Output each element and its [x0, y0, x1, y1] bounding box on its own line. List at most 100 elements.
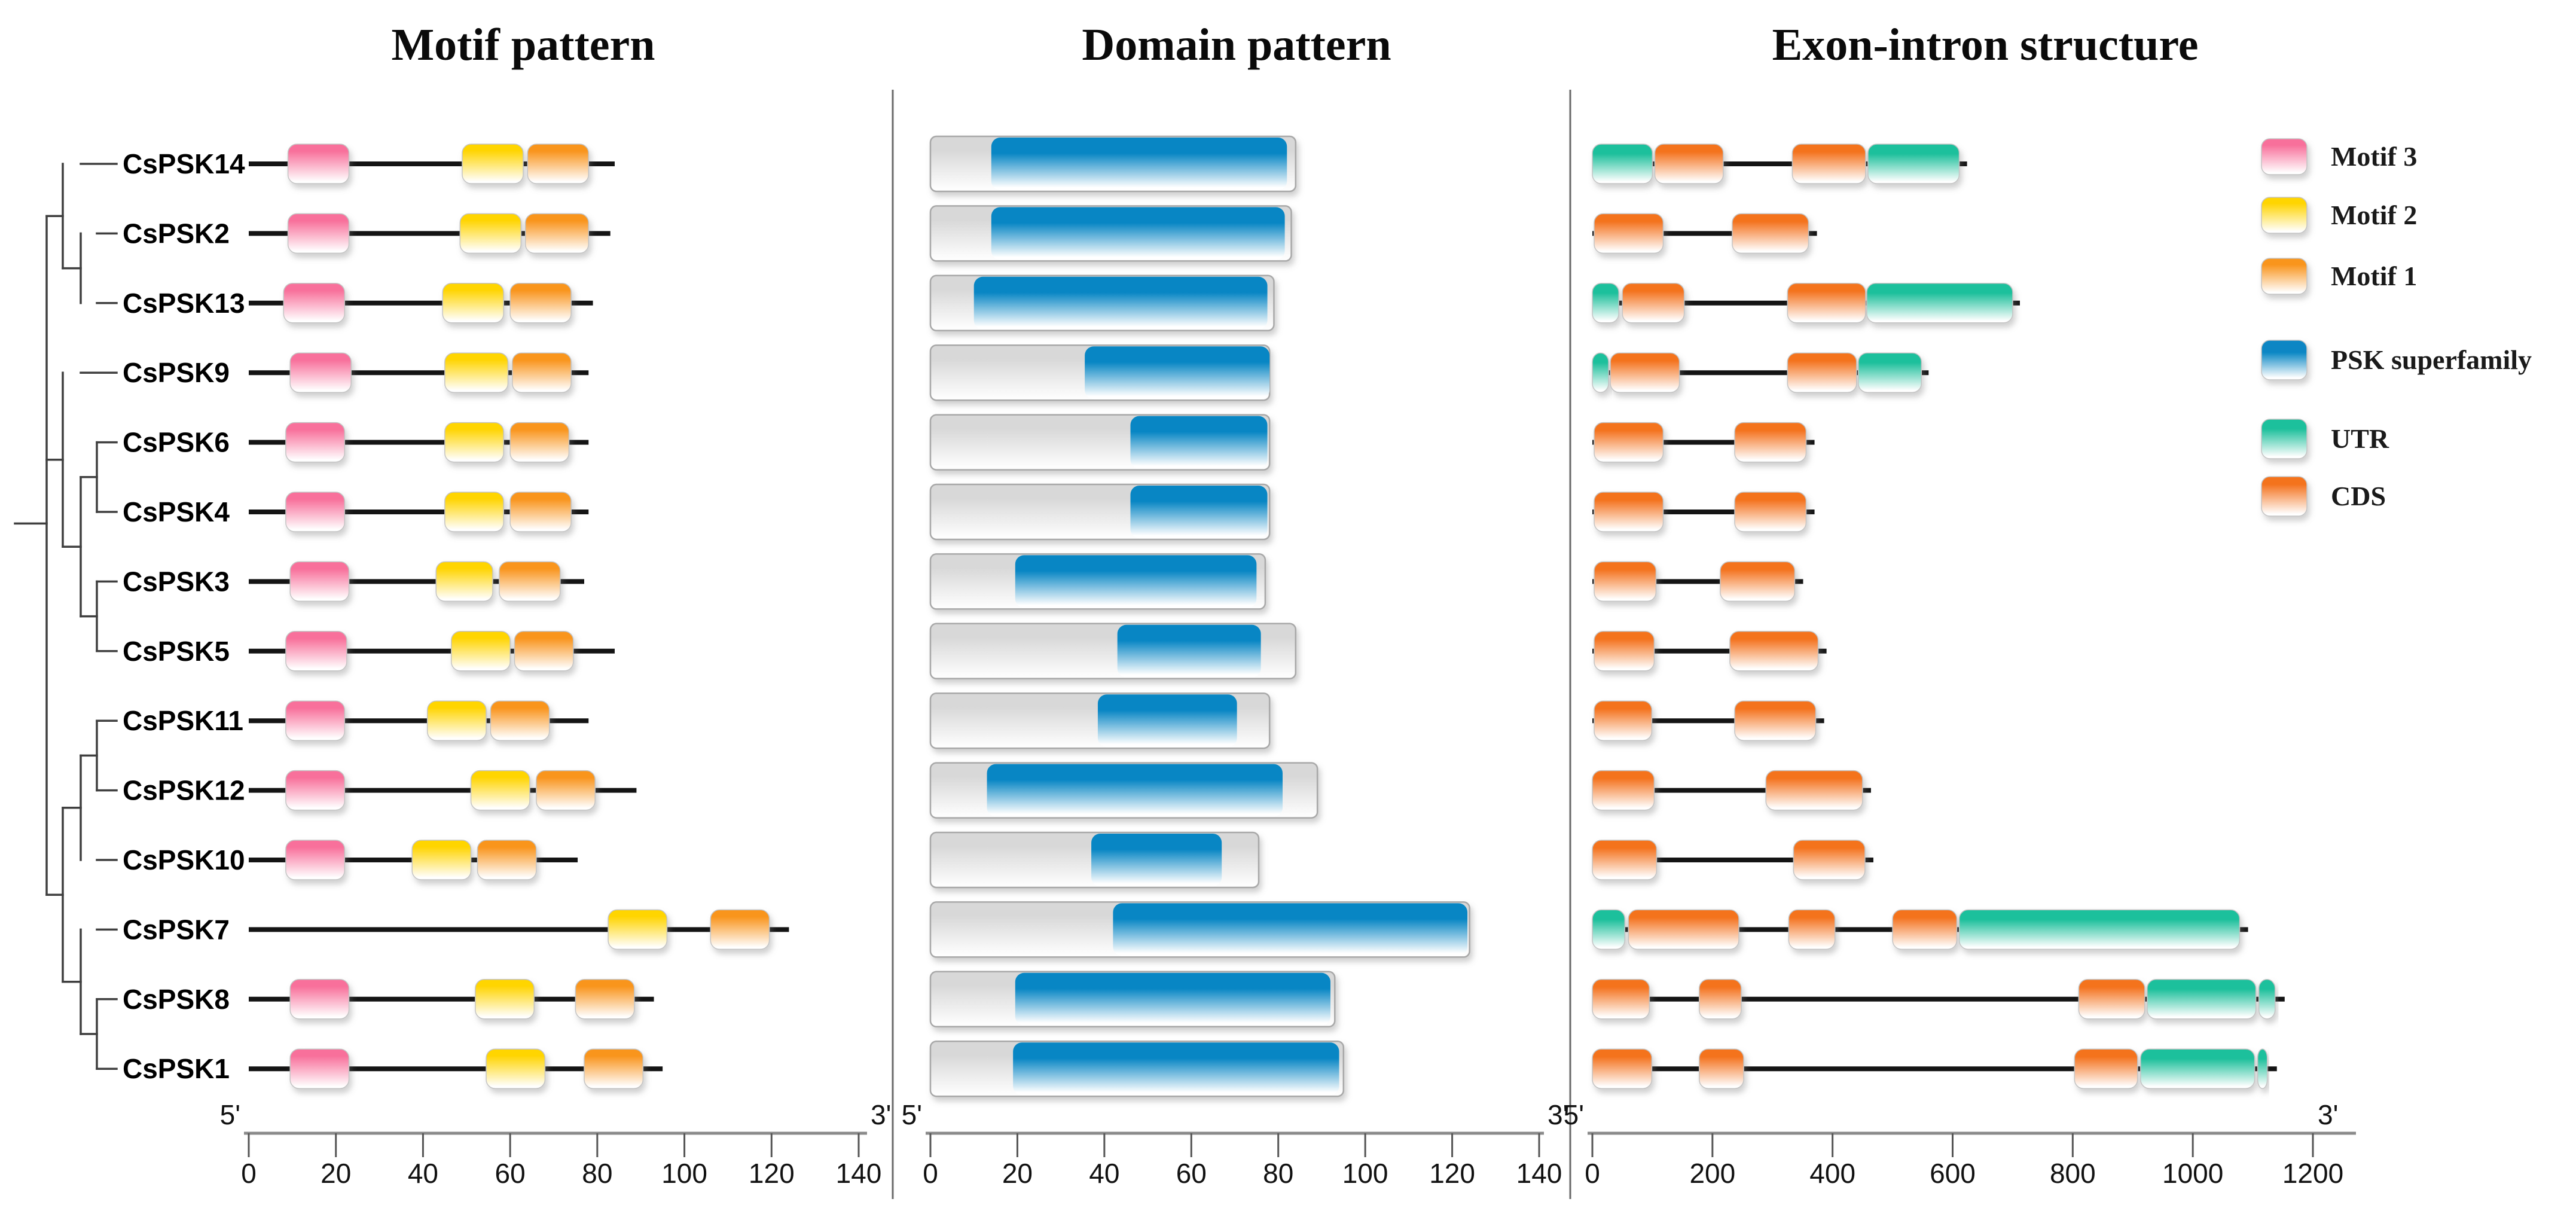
cds-box-CsPSK8 — [1592, 979, 1650, 1020]
cds-box-CsPSK5 — [1729, 631, 1819, 672]
psk-domain-box-CsPSK14 — [991, 138, 1287, 190]
five-prime-label-exon: 5' — [1564, 1099, 1584, 1130]
psk-domain-box-CsPSK12 — [987, 764, 1283, 817]
cds-box-CsPSK7 — [1788, 909, 1836, 950]
cds-box-CsPSK12 — [1592, 770, 1655, 811]
domain-pattern-panel — [929, 135, 1470, 1097]
gene-label-CsPSK9: CsPSK9 — [123, 357, 230, 388]
utr-box-CsPSK1 — [2140, 1048, 2255, 1089]
utr-box-CsPSK14 — [1867, 144, 1960, 184]
cds-box-CsPSK1 — [1698, 1048, 1744, 1089]
cds-box-CsPSK14 — [1654, 144, 1724, 184]
motif2-box-CsPSK10 — [411, 840, 472, 880]
axis-tick-label-exon: 1200 — [2282, 1158, 2343, 1189]
cds-box-CsPSK11 — [1594, 700, 1653, 741]
utr-box-CsPSK14 — [1592, 144, 1653, 184]
domain-panel-title: Domain pattern — [1082, 20, 1391, 70]
motif2-box-CsPSK4 — [444, 492, 504, 532]
axis-tick-label-motif: 80 — [582, 1158, 612, 1189]
cds-box-CsPSK13 — [1622, 283, 1685, 324]
motif3-box-CsPSK13 — [283, 283, 346, 324]
legend-swatch-motif2 — [2261, 197, 2308, 234]
exon-panel-title: Exon-intron structure — [1772, 20, 2199, 70]
legend-label-motif2: Motif 2 — [2331, 200, 2417, 230]
cds-box-CsPSK5 — [1594, 631, 1655, 672]
motif2-box-CsPSK2 — [459, 213, 522, 254]
axis-tick-label-exon: 400 — [1809, 1158, 1855, 1189]
cds-box-CsPSK6 — [1734, 422, 1807, 463]
motif3-box-CsPSK12 — [285, 770, 346, 811]
psk-domain-box-CsPSK10 — [1091, 834, 1222, 886]
axis-tick-label-exon: 0 — [1585, 1158, 1600, 1189]
motif1-box-CsPSK2 — [524, 213, 590, 254]
utr-box-CsPSK9 — [1858, 352, 1922, 393]
gene-label-CsPSK10: CsPSK10 — [123, 844, 245, 876]
psk-domain-box-CsPSK5 — [1117, 624, 1261, 678]
cds-box-CsPSK9 — [1787, 352, 1857, 393]
cds-box-CsPSK8 — [1698, 979, 1742, 1020]
motif1-box-CsPSK13 — [509, 283, 572, 324]
cds-box-CsPSK2 — [1732, 213, 1809, 254]
utr-box-CsPSK9 — [1592, 352, 1609, 393]
psk-domain-box-CsPSK2 — [991, 207, 1285, 260]
utr-box-CsPSK1 — [2257, 1048, 2268, 1089]
axis-tick-label-domain: 60 — [1176, 1158, 1207, 1189]
motif1-box-CsPSK11 — [490, 700, 550, 741]
axis-tick-label-motif: 60 — [495, 1158, 526, 1189]
axis-tick-label-motif: 0 — [241, 1158, 257, 1189]
legend-swatch-motif3 — [2261, 138, 2308, 175]
axis-tick-label-exon: 600 — [1930, 1158, 1976, 1189]
axis-tick-label-domain: 20 — [1002, 1158, 1033, 1189]
legend-swatch-motif1 — [2261, 258, 2308, 295]
cds-box-CsPSK4 — [1734, 492, 1807, 532]
legend: Motif 3 Motif 2 Motif 1 PSK superfamily UTR C… — [2261, 138, 2532, 517]
psk-domain-box-CsPSK9 — [1085, 346, 1270, 399]
motif2-box-CsPSK11 — [426, 700, 487, 741]
motif3-box-CsPSK14 — [287, 144, 350, 184]
motif3-box-CsPSK10 — [285, 840, 346, 880]
gene-label-CsPSK13: CsPSK13 — [123, 288, 245, 319]
cds-box-CsPSK10 — [1793, 840, 1866, 880]
motif1-box-CsPSK3 — [499, 561, 561, 602]
motif1-box-CsPSK5 — [514, 631, 574, 672]
cds-box-CsPSK2 — [1594, 213, 1664, 254]
legend-swatch-cds — [2261, 476, 2308, 517]
cds-box-CsPSK7 — [1628, 909, 1739, 950]
gene-label-CsPSK4: CsPSK4 — [123, 496, 230, 527]
cds-box-CsPSK12 — [1765, 770, 1863, 811]
motif3-box-CsPSK11 — [285, 700, 346, 741]
axis-tick-label-exon: 200 — [1689, 1158, 1735, 1189]
cds-box-CsPSK11 — [1734, 700, 1817, 741]
axis-tick-label-motif: 20 — [321, 1158, 351, 1189]
motif2-box-CsPSK5 — [451, 631, 511, 672]
axis-tick-label-domain: 0 — [923, 1158, 938, 1189]
five-prime-label-motif: 5' — [220, 1099, 240, 1130]
motif2-box-CsPSK14 — [462, 144, 524, 184]
cds-box-CsPSK14 — [1791, 144, 1866, 184]
motif2-box-CsPSK3 — [435, 561, 493, 602]
psk-domain-box-CsPSK3 — [1015, 555, 1257, 608]
utr-box-CsPSK8 — [2147, 979, 2257, 1020]
motif2-box-CsPSK7 — [608, 909, 668, 950]
axis-tick-label-domain: 40 — [1089, 1158, 1119, 1189]
legend-label-motif1: Motif 1 — [2331, 261, 2417, 291]
motif-panel-title: Motif pattern — [391, 20, 655, 70]
axis-tick-label-exon: 800 — [2050, 1158, 2096, 1189]
legend-label-cds: CDS — [2331, 481, 2386, 511]
motif3-box-CsPSK6 — [285, 422, 346, 463]
axis-tick-label-motif: 100 — [661, 1158, 707, 1189]
three-prime-label-domain: 3' — [1548, 1099, 1568, 1130]
cds-box-CsPSK9 — [1610, 352, 1680, 393]
exon-intron-panel — [1592, 144, 2285, 1089]
motif3-box-CsPSK8 — [289, 979, 350, 1020]
gene-labels: CsPSK14 CsPSK2 CsPSK13 CsPSK9 CsPSK6 CsPSK4 Cs… — [123, 148, 245, 1084]
axis-tick-label-domain: 120 — [1429, 1158, 1475, 1189]
psk-domain-box-CsPSK7 — [1113, 903, 1468, 956]
psk-domain-box-CsPSK13 — [973, 276, 1268, 330]
motif2-box-CsPSK13 — [442, 283, 504, 324]
motif1-box-CsPSK6 — [509, 422, 570, 463]
five-prime-label-domain: 5' — [902, 1099, 922, 1130]
legend-swatch-utr — [2261, 419, 2308, 459]
motif-pattern-panel — [249, 144, 789, 1089]
